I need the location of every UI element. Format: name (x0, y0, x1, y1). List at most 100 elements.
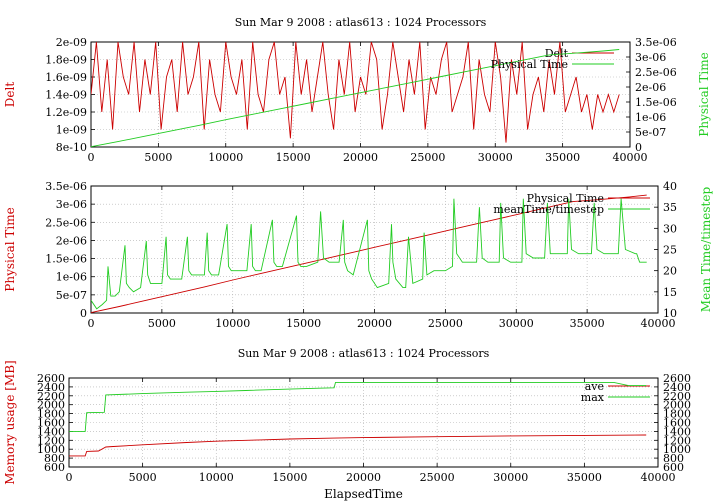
y-tick-label: 0 (80, 307, 87, 320)
y-tick-label: 2400 (37, 381, 65, 394)
y-tick-label: 1600 (37, 417, 65, 430)
chart-title: Sun Mar 9 2008 : atlas613 : 1024 Process… (238, 347, 490, 360)
x-tick-label: 10000 (215, 317, 250, 330)
y2-tick-label: 2400 (663, 381, 691, 394)
y2-tick-label: 2600 (663, 372, 691, 385)
chart-1: 0 5000 10000 15000 20000 25000 30000 35000 40000… (3, 16, 711, 164)
x-tick-label: 10000 (199, 471, 234, 484)
y2-tick-label: 2e-06 (635, 81, 666, 94)
legend-label: Physical Time (491, 58, 568, 71)
chart-title: Sun Mar 9 2008 : atlas613 : 1024 Process… (235, 16, 487, 29)
series-line-ave (69, 434, 647, 457)
x-tick-label: 0 (88, 317, 95, 330)
x-tick-label: 30000 (499, 317, 534, 330)
y2-axis-label: Physical Time (697, 52, 711, 136)
x-tick-label: 0 (88, 151, 95, 164)
y-tick-label: 1.5e-06 (45, 253, 87, 266)
plot-frame (90, 185, 659, 314)
y2-tick-label: 2200 (663, 390, 691, 403)
y-tick-label: 1000 (37, 443, 65, 456)
y-tick-label: 2.5e-06 (45, 216, 87, 229)
y2-tick-label: 800 (663, 452, 684, 465)
y2-tick-label: 600 (663, 461, 684, 474)
x-tick-label: 35000 (545, 151, 580, 164)
y-tick-label: 1e-09 (56, 124, 87, 137)
y2-tick-label: 1e-06 (635, 111, 666, 124)
y2-tick-label: 3.5e-06 (635, 36, 677, 49)
chart-2: 0 5000 10000 15000 20000 25000 30000 35000 40000… (3, 180, 713, 330)
y2-tick-label: 1800 (663, 408, 691, 421)
y-tick-label: 2e-09 (56, 36, 87, 49)
series-line-meantime-timestep (91, 198, 647, 310)
x-tick-label: 40000 (641, 471, 676, 484)
y-tick-label: 1e-06 (56, 271, 87, 284)
x-tick-label: 15000 (286, 317, 321, 330)
x-tick-label: 25000 (410, 151, 445, 164)
y2-tick-label: 1400 (663, 425, 691, 438)
y-tick-label: 3.5e-06 (45, 180, 87, 193)
y-tick-label: 1.6e-09 (45, 71, 87, 84)
x-tick-label: 25000 (428, 317, 463, 330)
x-tick-label: 20000 (343, 151, 378, 164)
y2-tick-label: 40 (663, 180, 677, 193)
x-tick-label: 15000 (272, 471, 307, 484)
x-axis-label: ElapsedTime (324, 487, 403, 501)
y-tick-label: 3e-06 (56, 198, 87, 211)
y2-tick-label: 10 (663, 307, 677, 320)
y-tick-label: 600 (44, 461, 65, 474)
legend-label: Physical Time (527, 192, 604, 205)
legend-label: max (581, 391, 605, 404)
y-tick-label: 800 (44, 452, 65, 465)
x-tick-label: 10000 (208, 151, 243, 164)
x-tick-label: 20000 (346, 471, 381, 484)
y2-tick-label: 3e-06 (635, 51, 666, 64)
legend-label: meanTime/timestep (493, 203, 604, 216)
x-tick-label: 5000 (144, 151, 172, 164)
y2-tick-label: 1600 (663, 417, 691, 430)
y-tick-label: 2e-06 (56, 234, 87, 247)
y2-tick-label: 1000 (663, 443, 691, 456)
x-tick-label: 20000 (357, 317, 392, 330)
x-tick-label: 40000 (641, 317, 676, 330)
y2-tick-label: 5e-07 (635, 126, 666, 139)
y-tick-label: 1.2e-09 (45, 106, 87, 119)
y2-tick-label: 25 (663, 244, 677, 257)
x-tick-label: 5000 (148, 317, 176, 330)
y2-tick-label: 20 (663, 265, 677, 278)
y2-tick-label: 15 (663, 286, 677, 299)
y-tick-label: 1400 (37, 425, 65, 438)
y2-axis-label: Mean Time/timestep (699, 187, 713, 313)
x-tick-label: 5000 (129, 471, 157, 484)
y2-tick-label: 0 (635, 141, 642, 154)
x-tick-label: 15000 (276, 151, 311, 164)
series-line-delt (91, 42, 620, 143)
legend-label: Delt (545, 47, 569, 60)
x-tick-label: 35000 (570, 317, 605, 330)
y2-tick-label: 1200 (663, 434, 691, 447)
y-axis-label: Memory usage [MB] (3, 360, 17, 484)
y2-tick-label: 1.5e-06 (635, 96, 677, 109)
plot-frame (68, 377, 659, 468)
x-tick-label: 0 (66, 471, 73, 484)
x-tick-label: 25000 (420, 471, 455, 484)
y-axis-label: Delt (3, 82, 17, 108)
y-tick-label: 1800 (37, 408, 65, 421)
y-tick-label: 1200 (37, 434, 65, 447)
y-tick-label: 2000 (37, 399, 65, 412)
y-tick-label: 1.8e-09 (45, 54, 87, 67)
series-line-physical-time (91, 49, 620, 147)
y-tick-label: 1.4e-09 (45, 89, 87, 102)
y-tick-label: 8e-10 (56, 141, 87, 154)
x-tick-label: 35000 (567, 471, 602, 484)
legend-label: ave (585, 380, 604, 393)
y2-tick-label: 30 (663, 222, 677, 235)
series-line-max (69, 381, 647, 432)
y-axis-label: Physical Time (3, 207, 17, 291)
chart-3: 0 5000 10000 15000 20000 25000 30000 35000 40000… (3, 347, 691, 501)
x-tick-label: 30000 (493, 471, 528, 484)
y2-tick-label: 2000 (663, 399, 691, 412)
y-tick-label: 2600 (37, 372, 65, 385)
y-tick-label: 2200 (37, 390, 65, 403)
y2-tick-label: 2.5e-06 (635, 66, 677, 79)
